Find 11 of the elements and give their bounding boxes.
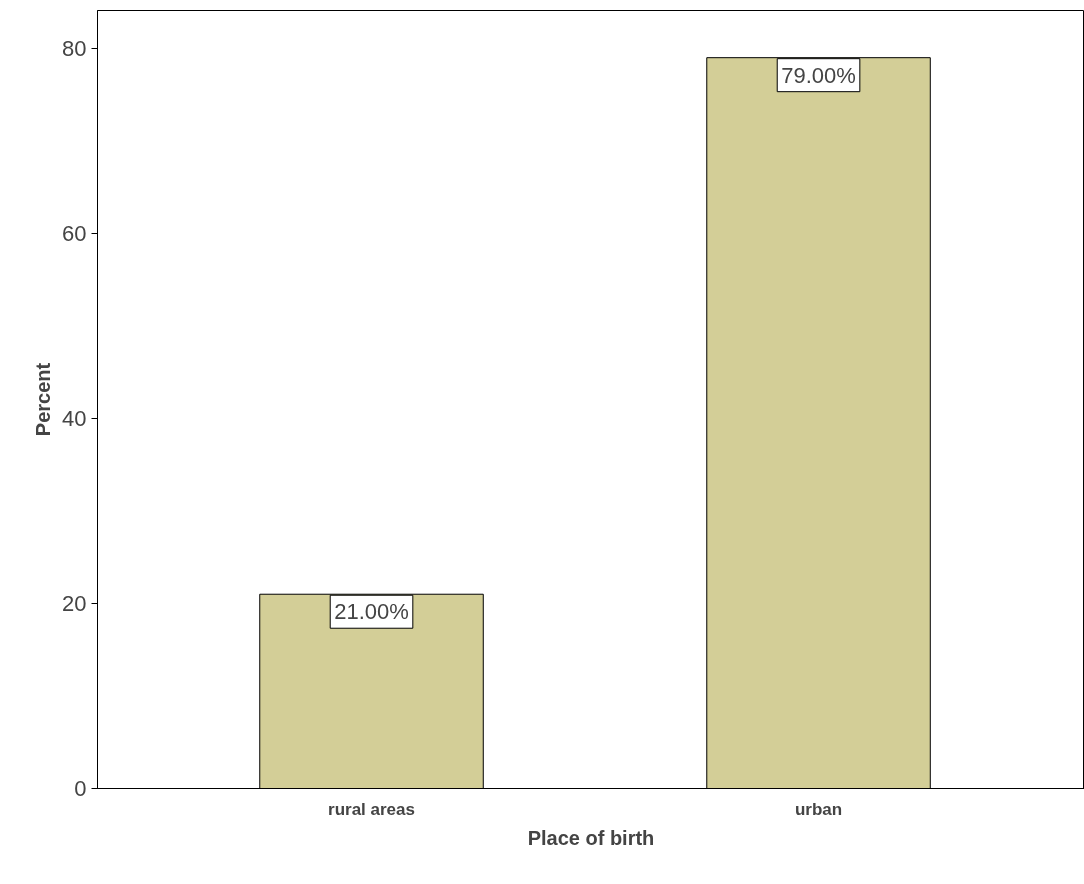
y-tick-label: 20 <box>62 590 87 616</box>
y-tick-label: 80 <box>62 35 87 61</box>
data-label: 21.00% <box>334 599 409 625</box>
y-axis-title: Percent <box>32 362 55 437</box>
x-tick-label: rural areas <box>328 799 415 819</box>
x-tick-label: urban <box>794 799 843 819</box>
y-tick-label: 40 <box>62 405 87 431</box>
data-label: 79.00% <box>781 62 856 88</box>
x-axis-title: Place of birth <box>527 826 655 849</box>
y-tick-label: 0 <box>74 776 87 801</box>
y-tick-label: 60 <box>62 220 87 246</box>
